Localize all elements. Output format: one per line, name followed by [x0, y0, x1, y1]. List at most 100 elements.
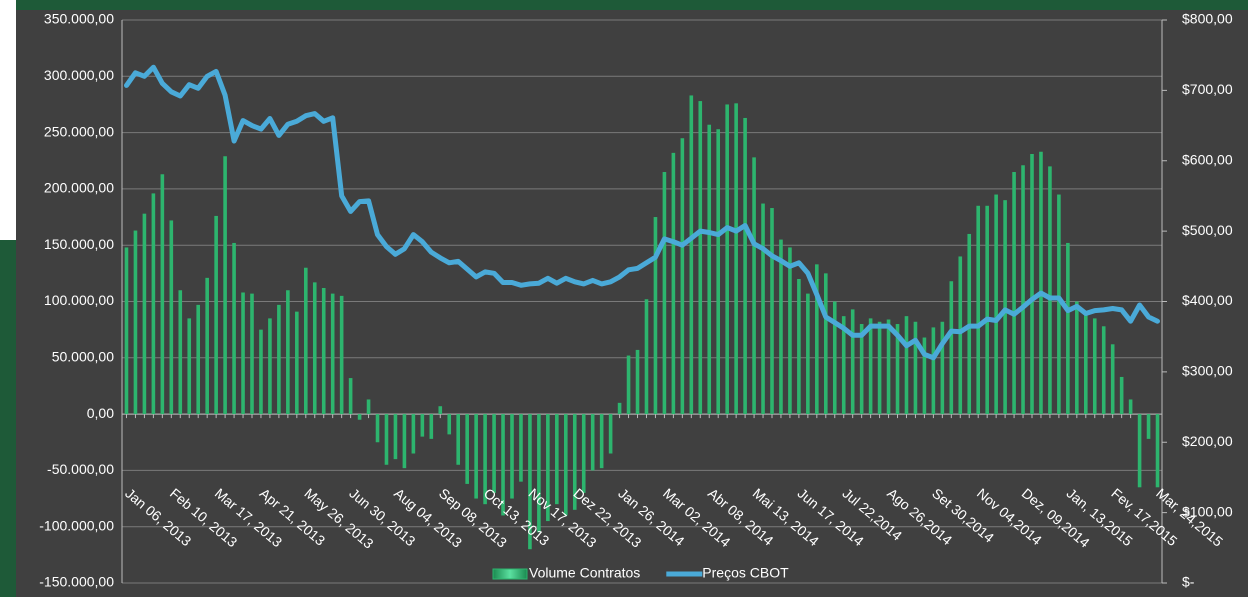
bar — [259, 329, 263, 415]
bar — [1075, 301, 1079, 415]
bar — [770, 208, 774, 415]
bar — [330, 293, 335, 415]
bar — [384, 414, 389, 465]
bar — [474, 414, 478, 499]
bar — [295, 311, 299, 415]
bar — [321, 287, 326, 415]
bar — [142, 213, 147, 415]
y2-tick-label: $200,00 — [1182, 433, 1233, 449]
bar — [832, 301, 837, 415]
bar — [859, 324, 864, 415]
bar — [250, 293, 254, 415]
bar — [196, 304, 201, 415]
bar — [922, 337, 927, 415]
bar — [617, 402, 622, 415]
bar — [698, 101, 703, 415]
bar — [788, 247, 792, 415]
bar — [411, 414, 416, 454]
bar — [895, 324, 900, 415]
bar — [590, 414, 595, 471]
bar — [841, 316, 846, 415]
bar — [393, 414, 398, 460]
legend-label: Volume Contratos — [529, 565, 640, 581]
bar — [277, 304, 281, 415]
y-tick-label: -50.000,00 — [47, 461, 114, 477]
y2-tick-label: $600,00 — [1182, 151, 1233, 167]
bar — [608, 414, 613, 454]
bar — [223, 156, 227, 415]
y2-tick-label: $100,00 — [1182, 503, 1233, 519]
bar — [151, 193, 156, 415]
bar — [1039, 151, 1043, 415]
bar — [1012, 172, 1016, 415]
bar — [1066, 242, 1070, 415]
bar — [1092, 318, 1097, 415]
bar — [519, 414, 523, 482]
bar — [599, 414, 604, 469]
bar — [994, 194, 998, 415]
y-tick-label: -100.000,00 — [39, 517, 114, 533]
bar — [555, 414, 559, 505]
y-tick-label: 350.000,00 — [44, 11, 114, 27]
bar — [483, 414, 487, 505]
bar — [501, 414, 505, 516]
bar — [160, 174, 165, 415]
bar — [1119, 376, 1124, 415]
bar — [815, 264, 819, 415]
bar — [492, 414, 496, 493]
y-tick-label: 200.000,00 — [44, 180, 114, 196]
bar — [232, 242, 236, 415]
bar — [1057, 194, 1061, 415]
bar — [1146, 414, 1151, 439]
bar — [806, 293, 810, 415]
bar — [904, 316, 909, 415]
bar — [187, 318, 192, 415]
bar — [635, 349, 640, 415]
side-strip — [0, 240, 16, 597]
bar — [546, 414, 550, 522]
bar — [1048, 166, 1052, 415]
bar — [734, 103, 738, 415]
y-tick-label: 0,00 — [87, 405, 114, 421]
y2-tick-label: $800,00 — [1182, 11, 1233, 27]
bar — [644, 299, 649, 415]
bar — [940, 321, 945, 415]
top-strip — [16, 0, 1248, 10]
bar — [178, 290, 183, 415]
bar — [958, 256, 963, 415]
bar — [1083, 312, 1088, 415]
bar — [1101, 326, 1106, 415]
bar — [1110, 344, 1115, 415]
bar — [1128, 399, 1133, 415]
bar — [537, 414, 541, 533]
bar — [1137, 414, 1142, 488]
y2-tick-label: $400,00 — [1182, 292, 1233, 308]
y2-tick-label: $700,00 — [1182, 81, 1233, 97]
bar — [581, 414, 586, 493]
y-tick-label: 250.000,00 — [44, 123, 114, 139]
bar — [205, 277, 209, 415]
legend-label: Preços CBOT — [702, 565, 789, 581]
bar — [402, 414, 407, 469]
bar — [850, 309, 855, 415]
bar — [268, 318, 272, 415]
bar — [680, 138, 685, 415]
bar — [286, 290, 290, 415]
bar — [689, 95, 694, 415]
y-tick-label: 150.000,00 — [44, 236, 114, 252]
bar — [743, 117, 747, 415]
y2-tick-label: $300,00 — [1182, 363, 1233, 379]
bar — [438, 406, 443, 415]
bar — [366, 399, 371, 415]
bar — [572, 414, 577, 510]
bar — [303, 267, 308, 415]
bar — [931, 327, 936, 415]
bar — [214, 215, 218, 415]
bar — [1030, 153, 1034, 415]
bar — [653, 217, 658, 415]
bar — [357, 414, 362, 420]
price-line — [124, 64, 1160, 361]
bar — [375, 414, 380, 443]
bar — [465, 414, 469, 484]
